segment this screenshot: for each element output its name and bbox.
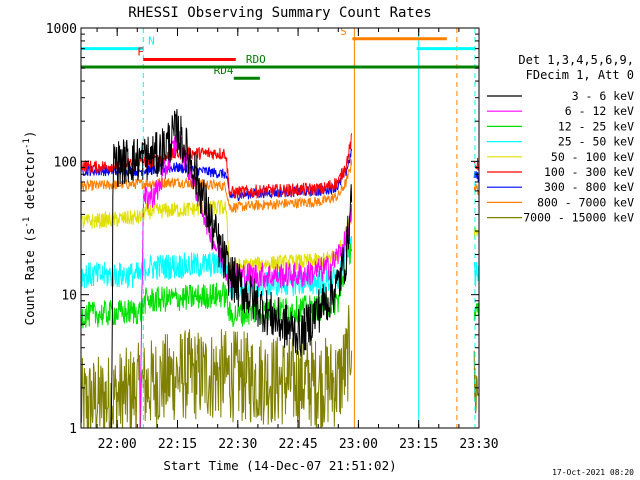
x-tick-label-2230: 22:30 bbox=[218, 437, 257, 452]
series-1-line bbox=[110, 108, 353, 428]
x-tick-label-2200: 22:00 bbox=[98, 437, 137, 452]
series-9-line bbox=[81, 305, 479, 428]
flag-label-f: F bbox=[137, 46, 144, 59]
chart-title: RHESSI Observing Summary Count Rates bbox=[128, 5, 431, 21]
y-axis-label-sup1: -1 bbox=[22, 217, 32, 228]
x-tick-label-2330: 23:30 bbox=[459, 437, 498, 452]
legend-label-series-5: 50 - 100 keV bbox=[551, 150, 634, 164]
y-tick-label-1000: 1000 bbox=[46, 22, 77, 37]
legend-header-line-2: FDecim 1, Att 0 bbox=[526, 68, 634, 82]
x-axis-label: Start Time (14-Dec-07 21:51:02) bbox=[163, 458, 396, 473]
y-axis-label: Count Rate (s-1 detector-1) bbox=[22, 131, 37, 326]
x-tick-label-2300: 23:00 bbox=[339, 437, 378, 452]
y-axis-label-end: ) bbox=[22, 131, 37, 139]
legend-label-series-4: 25 - 50 keV bbox=[558, 135, 634, 149]
y-tick-label-10: 10 bbox=[61, 289, 77, 304]
legend-label-series-3: 12 - 25 keV bbox=[558, 119, 634, 133]
flag-label-rd4: RD4 bbox=[214, 64, 234, 77]
x-tick-label-2315: 23:15 bbox=[399, 437, 438, 452]
y-axis-label-mid: detector bbox=[22, 149, 37, 217]
flag-label-n: N bbox=[148, 35, 155, 48]
legend-label-series-7: 300 - 800 keV bbox=[544, 180, 634, 194]
x-tick-label-2215: 22:15 bbox=[158, 437, 197, 452]
plot-frame bbox=[80, 27, 480, 429]
y-axis-label-main: Count Rate (s bbox=[22, 228, 37, 326]
legend-label-series-8: 800 - 7000 keV bbox=[537, 195, 634, 209]
legend-label-series-6: 100 - 300 keV bbox=[544, 165, 634, 179]
series-2-line bbox=[139, 127, 353, 428]
legend-label-series-9: 7000 - 15000 keV bbox=[523, 211, 634, 225]
y-tick-label-100: 100 bbox=[54, 155, 77, 170]
x-tick-label-2245: 22:45 bbox=[279, 437, 318, 452]
y-axis-label-sup2: -1 bbox=[22, 138, 32, 149]
y-tick-label-1: 1 bbox=[69, 422, 77, 437]
flag-label-rdo: RDO bbox=[246, 53, 266, 66]
timestamp-label: 17-Oct-2021 08:20 bbox=[552, 468, 634, 477]
legend-label-series-1: 3 - 6 keV bbox=[572, 89, 634, 103]
legend-label-series-2: 6 - 12 keV bbox=[565, 104, 634, 118]
legend-header-line-1: Det 1,3,4,5,6,9, bbox=[518, 53, 634, 67]
flag-label-s: S bbox=[340, 25, 347, 38]
